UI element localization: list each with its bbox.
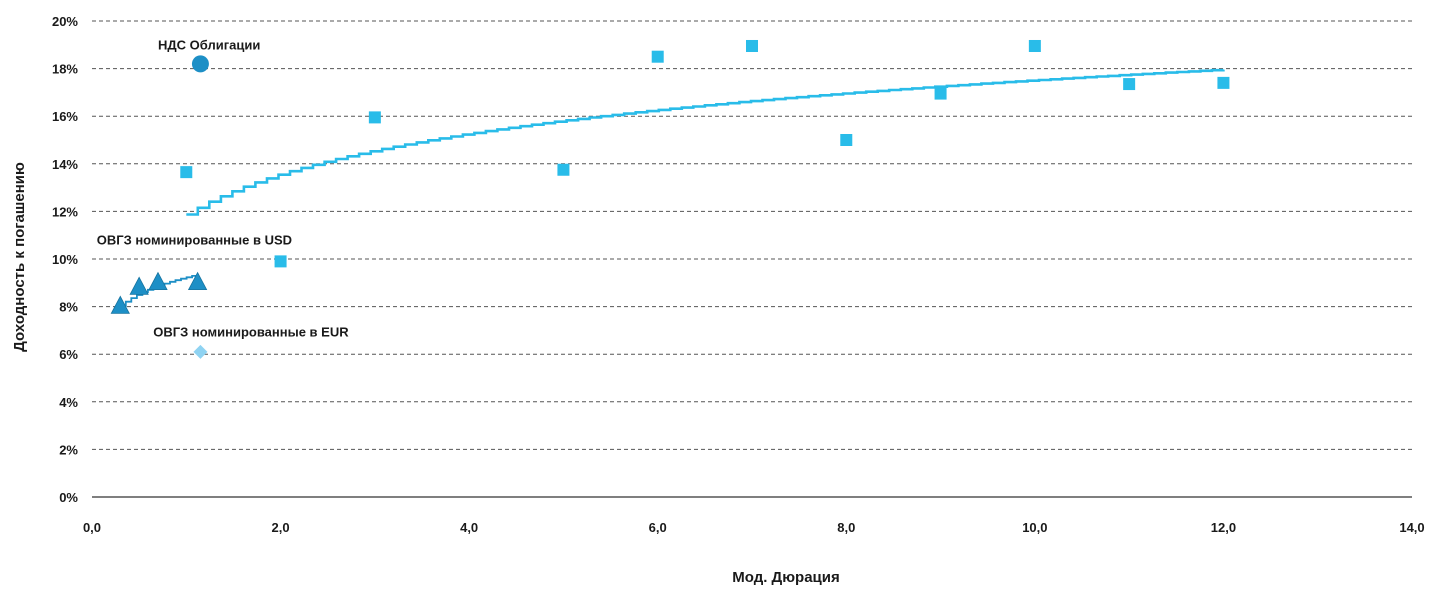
circle-marker [191, 55, 209, 73]
square-marker [651, 50, 664, 63]
y-tick-label: 12% [52, 204, 78, 219]
square-marker [934, 87, 947, 100]
annotations: НДС Облигации ОВГЗ номинированные в USD ОВ… [97, 38, 350, 340]
y-tick-label: 20% [52, 14, 78, 29]
square-marker [180, 166, 193, 179]
y-tick-label: 10% [52, 252, 78, 267]
y-tick-label: 16% [52, 109, 78, 124]
square-marker [557, 163, 570, 176]
triangle-marker [110, 295, 130, 314]
x-axis-title: Мод. Дюрация [732, 569, 840, 586]
x-tick-label: 6,0 [649, 520, 667, 535]
square-marker [1123, 78, 1136, 91]
x-tick-label: 2,0 [272, 520, 290, 535]
square-marker [1028, 39, 1041, 52]
square-marker [746, 39, 758, 52]
triangle-marker [129, 276, 149, 295]
trendlines [120, 68, 1225, 307]
annotation-label: НДС Облигации [158, 38, 260, 53]
y-tick-label: 4% [59, 395, 78, 410]
y-tick-label: 14% [52, 157, 78, 172]
x-tick-label: 8,0 [837, 520, 855, 535]
x-tick-label: 14,0 [1399, 520, 1424, 535]
y-tick-label: 0% [59, 490, 78, 505]
x-tick-label: 0,0 [83, 520, 101, 535]
trendline [186, 68, 1225, 216]
annotation-label: ОВГЗ номинированные в USD [97, 233, 292, 248]
square-marker [274, 255, 287, 268]
triangle-marker [148, 271, 168, 291]
data-points [110, 39, 1230, 359]
square-marker [368, 111, 381, 124]
tick-labels: 0% 2% 4% 6% 8% 10% 12% 14% 16% 18% 20% 0,0 2,0 4,0 6,0… [52, 14, 1425, 535]
square-marker [1217, 76, 1230, 89]
x-tick-label: 12,0 [1211, 520, 1236, 535]
y-axis-title: Доходность к погашению [11, 162, 28, 352]
annotation-label: ОВГЗ номинированные в EUR [153, 324, 349, 339]
diamond-marker [193, 344, 208, 359]
x-tick-label: 4,0 [460, 520, 478, 535]
x-tick-label: 10,0 [1022, 520, 1047, 535]
triangle-marker [187, 271, 208, 291]
square-marker [840, 134, 853, 146]
y-tick-label: 18% [52, 62, 78, 77]
y-tick-label: 2% [59, 442, 78, 457]
y-tick-label: 6% [59, 347, 78, 362]
y-tick-label: 8% [59, 300, 78, 315]
